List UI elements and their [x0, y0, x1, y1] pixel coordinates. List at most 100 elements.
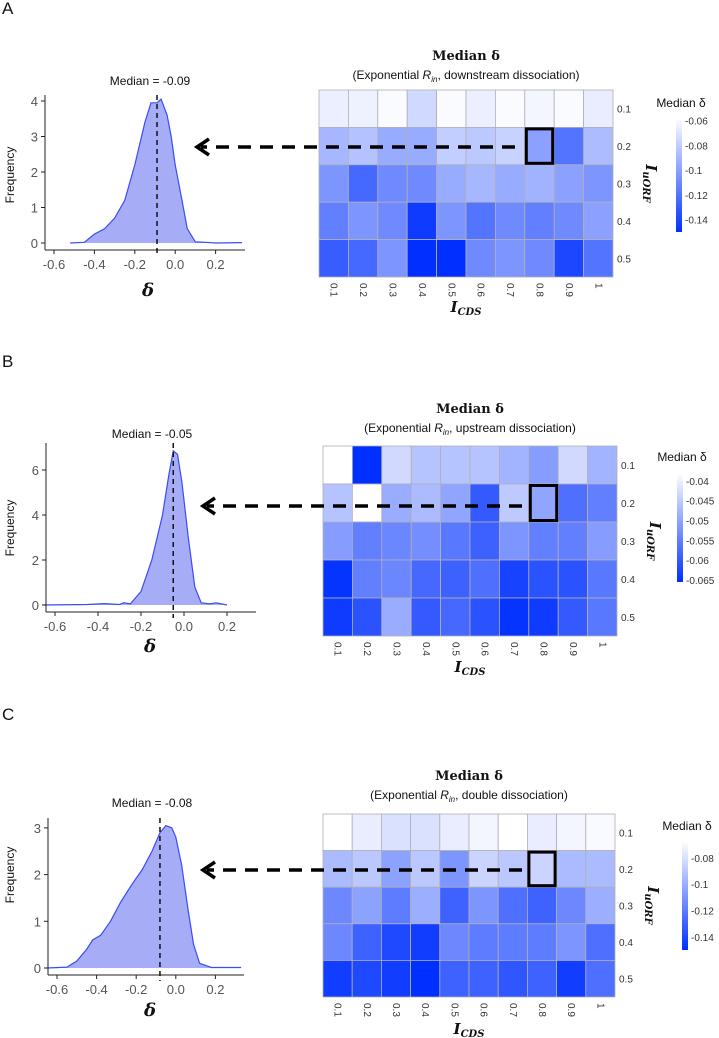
heatmap-cell	[351, 483, 383, 523]
heatmap-cell	[583, 239, 614, 278]
heatmap-cell	[528, 521, 559, 561]
row-label: 0.2	[621, 499, 635, 510]
heatmap-cell	[351, 445, 383, 485]
heatmap-cell	[377, 201, 408, 240]
legend-tick-label: -0.14	[685, 216, 708, 227]
heatmap-title: Median δ	[432, 49, 500, 64]
heatmap-cell	[528, 597, 559, 637]
x-tick-label: -0.2	[130, 619, 152, 634]
heatmap-cell	[410, 445, 442, 485]
heatmap-cell	[528, 559, 559, 599]
column-label: 0.5	[448, 1003, 459, 1017]
column-label: 0.7	[508, 642, 519, 656]
arrow-head-icon	[199, 496, 216, 516]
heatmap-cell	[380, 923, 411, 961]
heatmap-cell	[381, 445, 412, 485]
row-label: 0.3	[617, 180, 631, 191]
column-label: 0.9	[563, 283, 574, 297]
heatmap-cell	[494, 239, 526, 278]
legend-tick-label: -0.1	[685, 166, 703, 177]
subtitle-variable: R	[434, 421, 443, 435]
heatmap-cell	[410, 559, 442, 599]
y-axis-label: Frequency	[3, 500, 17, 557]
heatmap-cell	[557, 483, 589, 523]
heatmap-cell	[351, 960, 382, 998]
x-tick-label: -0.4	[85, 982, 107, 997]
heatmap-cell	[557, 445, 589, 485]
column-label: 1	[594, 1003, 605, 1009]
y-axis-label: Frequency	[3, 847, 17, 904]
column-label: 0.6	[479, 642, 490, 656]
heatmap-y-label: IuORF	[644, 521, 664, 561]
legend-tick-label: -0.1	[691, 880, 709, 891]
heatmap-cell	[322, 813, 353, 851]
panel-label: C	[2, 705, 14, 724]
heatmap-cell	[410, 813, 441, 851]
heatmap-cell	[439, 813, 470, 851]
heatmap-cell	[322, 559, 353, 599]
column-label: 0.4	[420, 642, 431, 656]
column-label: 0.6	[478, 1003, 489, 1017]
x-label-main: I	[454, 658, 463, 676]
y-tick-label: 0	[32, 598, 39, 613]
heatmap-cell	[322, 923, 353, 961]
density-line	[70, 98, 242, 244]
legend-colorbar	[682, 842, 688, 950]
heatmap-cell	[351, 813, 382, 851]
heatmap-cell	[585, 923, 616, 961]
panel-label: B	[2, 352, 13, 371]
heatmap-cell	[410, 923, 441, 961]
x-tick-label: -0.2	[124, 257, 146, 272]
x-tick-label: -0.2	[125, 982, 147, 997]
heatmap-cell	[524, 127, 555, 166]
column-label: 0.6	[475, 283, 486, 297]
heatmap-cell	[553, 89, 585, 128]
heatmap-cell	[498, 483, 530, 523]
column-label: 0.7	[504, 283, 515, 297]
heatmap-cell	[553, 239, 585, 278]
heatmap-cell	[557, 597, 589, 637]
heatmap-cell	[556, 923, 587, 961]
subtitle-variable: R	[440, 788, 449, 802]
heatmap-cell	[440, 483, 471, 523]
heatmap-cell	[468, 923, 499, 961]
heatmap-cell	[318, 201, 349, 240]
dashed-arrow	[199, 496, 522, 516]
heatmap-cell	[318, 89, 349, 128]
density-plot: 0 1 2 3 4 -0.6 -0.4 -0.2 0.0 0.2 Median = -0.09 δ Fr…	[3, 74, 245, 301]
column-label: 1	[596, 642, 607, 648]
heatmap-cell	[351, 521, 383, 561]
density-line	[47, 824, 242, 969]
heatmap-cell	[527, 960, 558, 998]
heatmap-cell	[465, 89, 496, 128]
heatmap-cell	[440, 559, 471, 599]
heatmap-cell	[494, 89, 526, 128]
heatmap-y-label: IuORF	[642, 885, 662, 925]
heatmap-cell	[497, 960, 528, 998]
panel-b: B 0 2 4 6 -0.6 -0.4 -0.2 0.0 0.2 Median = -0.05 δ Fr…	[2, 352, 715, 678]
column-label: 0.9	[565, 1003, 576, 1017]
legend-colorbar	[677, 473, 683, 582]
x-tick-label: 0.0	[166, 257, 184, 272]
heatmap-cell	[527, 923, 558, 961]
subtitle-prefix: (Exponential	[364, 421, 434, 435]
x-tick-label: 0.0	[167, 982, 185, 997]
heatmap-title: Median δ	[436, 402, 504, 417]
row-label: 0.1	[621, 461, 635, 472]
subtitle-prefix: (Exponential	[352, 68, 422, 82]
subtitle-subscript: in	[449, 795, 456, 804]
heatmap-cell	[410, 597, 442, 637]
legend-tick-label: -0.06	[685, 116, 708, 127]
legend-title: Median δ	[662, 819, 712, 833]
heatmap-subtitle: (Exponential Rin, upstream dissociation)	[364, 421, 576, 437]
heatmap-cell	[351, 923, 382, 961]
heatmap-title: Median δ	[435, 769, 503, 784]
heatmap-cell	[468, 813, 499, 851]
subtitle-subscript: in	[443, 428, 450, 437]
legend-tick-label: -0.04	[686, 477, 709, 488]
heatmap-cell	[497, 886, 528, 925]
heatmap: Median δ (Exponential Rin, upstream disso…	[322, 402, 664, 678]
heatmap-x-label: ICDS	[454, 658, 486, 678]
heatmap-y-label: IuORF	[640, 163, 660, 203]
